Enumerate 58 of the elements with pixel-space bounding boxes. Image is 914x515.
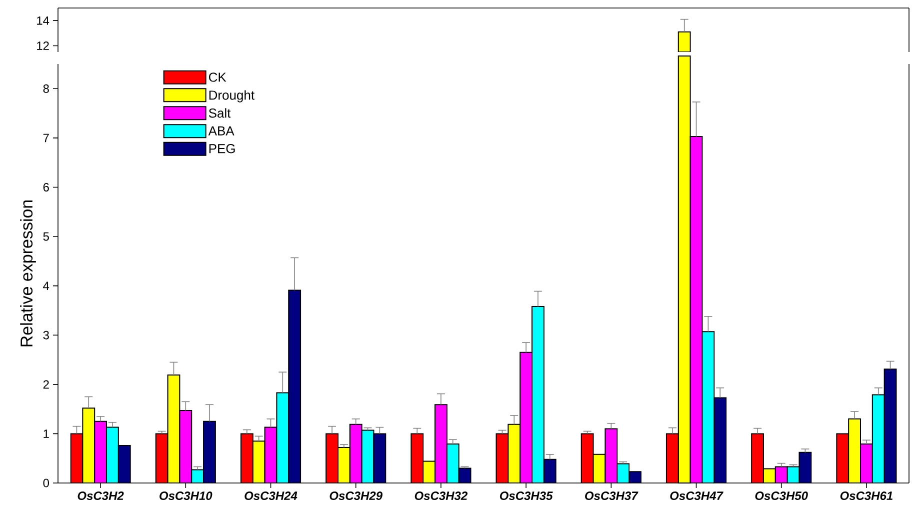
bar xyxy=(118,445,131,483)
bar xyxy=(508,424,521,483)
y-tick-label: 1 xyxy=(44,430,49,438)
y-tick-label: 12 xyxy=(37,42,49,50)
bar xyxy=(240,433,254,483)
x-tick-label: OsC3H61 xyxy=(840,492,892,500)
y-tick-label: 3 xyxy=(43,330,49,340)
y-axis-title: Relative expression xyxy=(20,200,36,346)
bar xyxy=(155,433,168,483)
y-tick-label: 4 xyxy=(43,282,50,290)
y-tick-label: 6 xyxy=(43,182,49,192)
bar xyxy=(836,433,850,483)
bar xyxy=(326,433,338,483)
bar xyxy=(179,410,192,483)
y-tick-label: 8 xyxy=(43,84,49,93)
x-tick-label: OsC3H2 xyxy=(78,492,124,500)
bar xyxy=(520,352,533,483)
bar xyxy=(276,392,290,483)
y-tick-label: 7 xyxy=(43,134,49,142)
legend-label: ABA xyxy=(208,126,234,136)
x-tick-label: OsC3H37 xyxy=(585,492,638,500)
bar xyxy=(252,440,266,483)
bar xyxy=(872,394,885,483)
legend-label: Salt xyxy=(208,108,231,118)
x-tick-label: OsC3H24 xyxy=(244,492,298,500)
x-tick-label: OsC3H35 xyxy=(500,492,553,500)
bar xyxy=(702,331,715,483)
legend-label: PEG xyxy=(209,144,235,154)
bar xyxy=(446,444,460,483)
bar xyxy=(337,447,350,483)
bar xyxy=(848,418,861,483)
bar xyxy=(82,408,96,483)
bar xyxy=(532,306,544,483)
bar xyxy=(666,433,679,483)
bar xyxy=(434,404,448,483)
bar xyxy=(751,433,764,483)
bar xyxy=(349,424,362,483)
bar xyxy=(94,420,108,483)
legend-label: Drought xyxy=(209,90,254,102)
bar xyxy=(714,397,727,483)
x-tick-label: OsC3H29 xyxy=(330,492,382,500)
y-tick-label: 0 xyxy=(43,478,50,488)
x-tick-label: OsC3H50 xyxy=(755,492,808,500)
bar xyxy=(288,290,302,483)
bar xyxy=(106,426,119,483)
bar xyxy=(373,433,386,483)
x-tick-label: OsC3H10 xyxy=(160,492,212,500)
y-tick-label: 2 xyxy=(43,380,49,389)
y-tick-label: 14 xyxy=(37,16,50,25)
bar xyxy=(580,433,594,483)
y-tick-label: 5 xyxy=(43,232,49,241)
bar xyxy=(410,433,424,483)
bar xyxy=(604,428,618,483)
bar xyxy=(860,444,873,483)
x-tick-label: OsC3H32 xyxy=(414,492,468,500)
x-tick-label: OsC3H47 xyxy=(670,492,724,500)
bar xyxy=(203,420,216,483)
legend-label: CK xyxy=(208,72,226,82)
